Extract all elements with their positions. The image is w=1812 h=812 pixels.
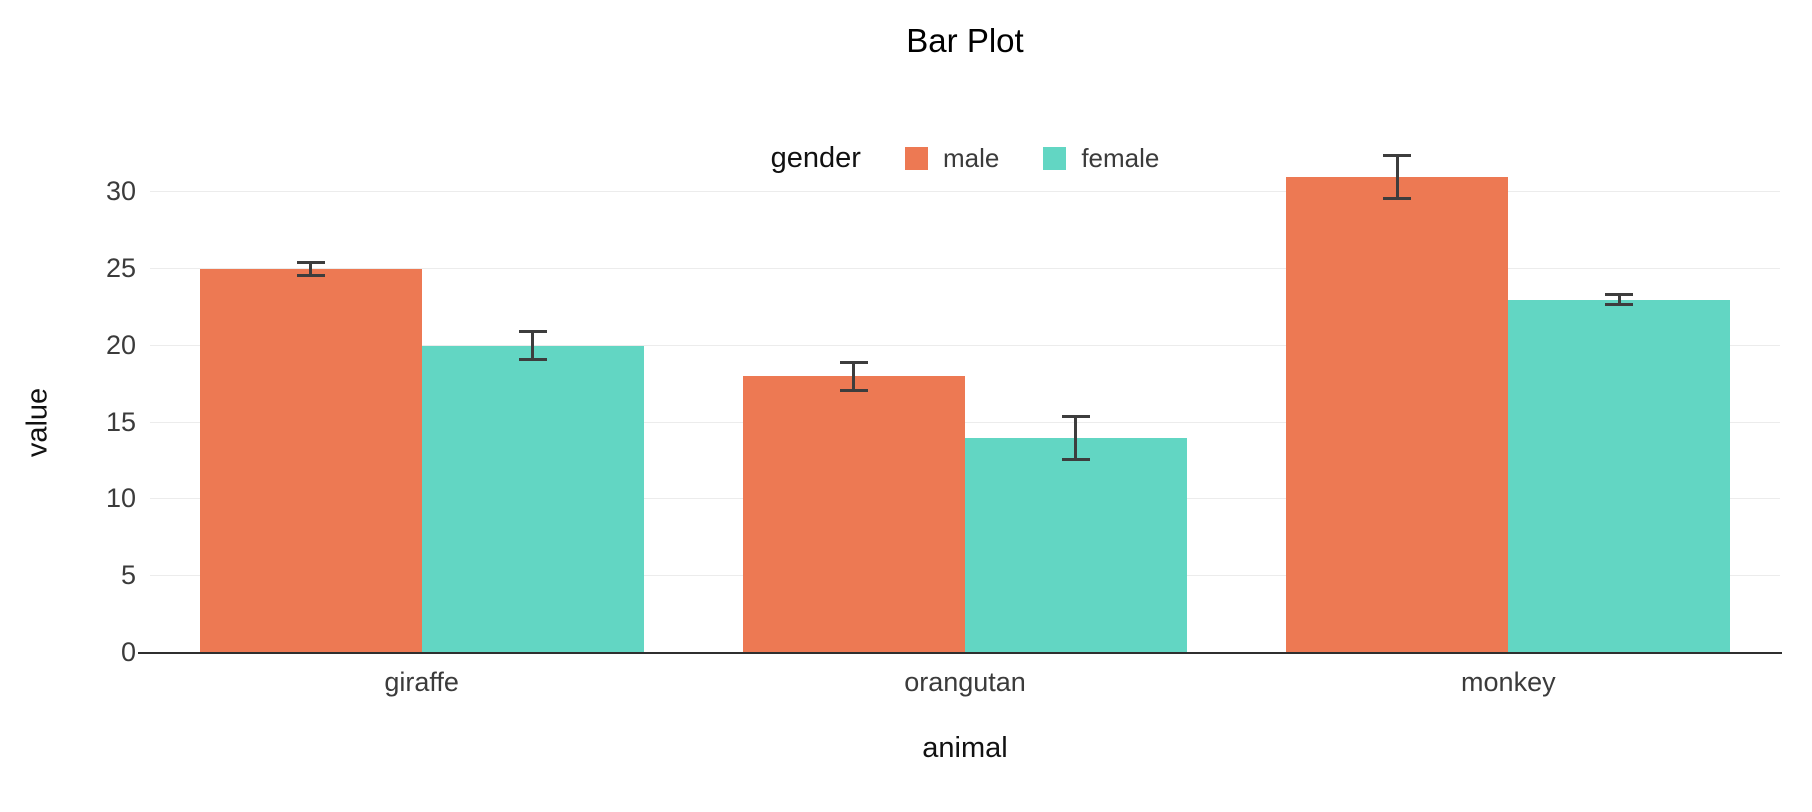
y-tick-label: 5	[120, 560, 136, 591]
gridline	[150, 267, 1780, 269]
legend-label-female: female	[1081, 143, 1160, 173]
error-cap-bottom-icon	[1605, 302, 1634, 306]
y-axis-title: value	[21, 387, 54, 458]
error-bar-giraffe-male	[296, 261, 325, 277]
error-cap-bottom-icon	[518, 358, 547, 362]
bar-group-giraffe	[150, 192, 693, 653]
error-stem	[309, 261, 313, 277]
gridline	[150, 344, 1780, 346]
error-cap-bottom-icon	[1383, 196, 1412, 200]
bar-group-orangutan	[693, 192, 1236, 653]
error-cap-bottom-icon	[296, 273, 325, 277]
x-axis-title: animal	[922, 732, 1008, 764]
error-bar-orangutan-female	[1061, 414, 1090, 461]
error-cap-bottom-icon	[839, 388, 868, 392]
bar-giraffe-male	[199, 261, 422, 653]
chart-title: Bar Plot	[906, 22, 1024, 59]
plot-area	[150, 153, 1780, 653]
male-color-swatch-icon	[904, 147, 928, 170]
y-tick-label: 0	[120, 636, 136, 667]
bar-orangutan-female	[964, 414, 1187, 653]
y-tick-label: 10	[105, 483, 136, 514]
error-cap-bottom-icon	[1061, 457, 1090, 461]
error-stem	[852, 361, 856, 392]
legend-label-male: male	[942, 143, 1000, 173]
x-tick-label-monkey: monkey	[1461, 667, 1556, 697]
bar-group-monkey	[1237, 153, 1780, 653]
female-color-swatch-icon	[1043, 147, 1067, 170]
gridline	[150, 191, 1780, 192]
error-bar-monkey-female	[1605, 293, 1634, 306]
legend-item-female: female	[1043, 143, 1159, 174]
legend-title: gender	[770, 142, 861, 174]
bar-monkey-male	[1286, 153, 1509, 653]
bar-orangutan-male	[742, 361, 965, 653]
y-tick-label: 30	[105, 175, 136, 206]
error-stem	[1617, 293, 1621, 306]
x-tick-label-giraffe: giraffe	[384, 667, 459, 697]
gridline	[150, 421, 1780, 423]
error-bar-giraffe-female	[518, 330, 547, 362]
error-bar-monkey-male	[1383, 153, 1412, 200]
error-stem	[531, 330, 535, 362]
legend-item-male: male	[904, 143, 1000, 174]
bar-monkey-female	[1508, 293, 1731, 653]
y-tick-label: 20	[105, 329, 136, 360]
error-stem	[1074, 414, 1078, 461]
legend: gender male female	[150, 142, 1780, 175]
x-tick-label-orangutan: orangutan	[904, 667, 1026, 697]
error-stem	[1395, 153, 1399, 200]
y-tick-label: 15	[105, 406, 136, 437]
y-tick-label: 25	[105, 252, 136, 283]
error-bar-orangutan-male	[839, 361, 868, 392]
bar-giraffe-female	[421, 330, 644, 653]
x-axis-line	[138, 652, 1782, 654]
